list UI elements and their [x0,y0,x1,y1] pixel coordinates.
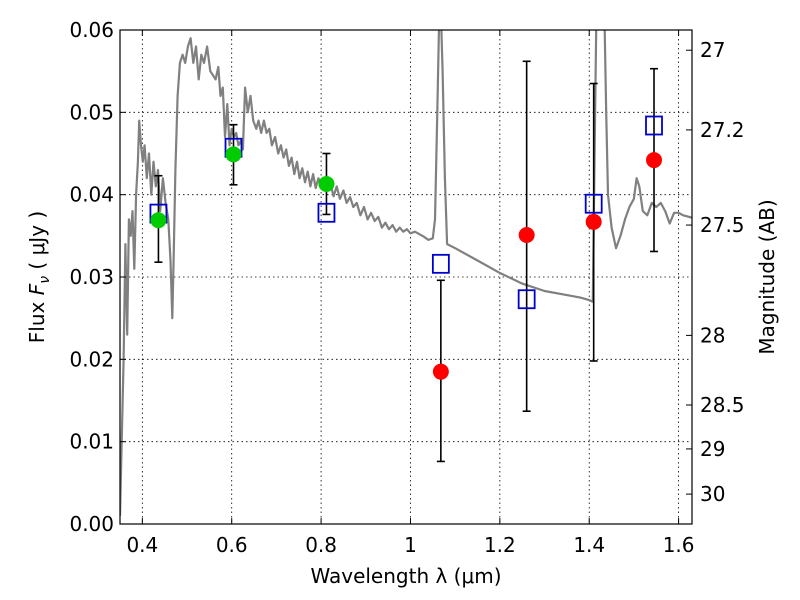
y-tick-label: 0.03 [69,265,114,289]
data-point [646,152,663,169]
y2-tick-label: 28 [700,323,725,347]
x-tick-label: 0.6 [216,533,248,557]
y2-tick-label: 29 [700,437,725,461]
x-tick-label: 0.4 [126,533,158,557]
grid-lines [120,30,692,524]
marker-layer [149,115,663,380]
model-photometry-square [584,193,603,214]
y-tick-label: 0.02 [69,347,114,371]
model-photometry-square [517,289,536,310]
data-point [225,146,242,163]
data-point [150,212,167,229]
y-axis-title-symbol: F [25,283,49,295]
x-tick-label: 1 [404,533,417,557]
y2-tick-label: 28.5 [700,393,745,417]
y2-tick-label: 30 [700,482,725,506]
y-axis-title-subscript: ν [37,276,53,284]
data-point [318,175,335,192]
data-point [432,363,449,380]
x-tick-label: 1.6 [663,533,695,557]
y-tick-label: 0.04 [69,183,114,207]
x-tick-label: 1.2 [484,533,516,557]
y2-tick-label: 27.2 [700,118,745,142]
data-point [585,213,602,230]
y2-axis-title: Magnitude (AB) [755,199,779,354]
model-photometry-square [431,253,450,274]
y-tick-label: 0.06 [69,18,114,42]
x-axis-title: Wavelength λ (μm) [310,564,501,588]
y-tick-label: 0.05 [69,100,114,124]
y-tick-label: 0.00 [69,512,114,536]
y-axis-title-unit: ( μJy ) [25,211,49,276]
x-tick-label: 1.4 [573,533,605,557]
y-axis-title-text: Flux [25,301,49,343]
y2-tick-label: 27.5 [700,213,745,237]
model-photometry-square [645,115,663,136]
y-tick-label: 0.01 [69,430,114,454]
model-spectrum-layer [120,30,692,516]
x-tick-label: 0.8 [305,533,337,557]
y-axis-title: Flux Fν ( μJy ) [25,211,53,343]
tick-marks [120,29,692,525]
model-photometry-square [317,202,336,223]
data-point [518,227,535,244]
y2-tick-label: 27 [700,38,725,62]
model-spectrum-line [120,30,692,516]
tick-labels: 0.4 0.6 0.8 1 1.2 1.4 1.6 0.00 0.01 0.02 0.03 0.04 0… [69,18,744,557]
